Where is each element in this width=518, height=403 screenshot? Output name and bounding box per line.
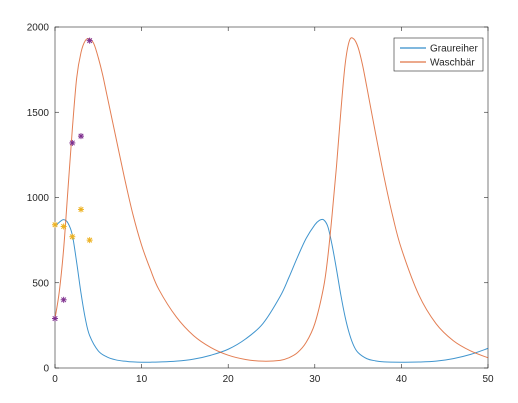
- x-tick-label: 50: [482, 374, 494, 385]
- data-point-star: [86, 37, 93, 44]
- data-point-star: [52, 315, 58, 322]
- data-point-star: [86, 237, 93, 244]
- data-point-star: [69, 233, 76, 240]
- legend-label-graureiher: Graureiher: [430, 44, 478, 55]
- x-tick-label: 0: [52, 374, 58, 385]
- y-tick-label: 0: [43, 364, 49, 375]
- data-point-star: [69, 139, 76, 146]
- data-point-star: [60, 223, 67, 230]
- legend: Graureiher Waschbär: [393, 37, 484, 72]
- data-point-star: [60, 296, 67, 303]
- x-tick-label: 10: [136, 374, 148, 385]
- x-tick-label: 30: [309, 374, 321, 385]
- y-tick-label: 500: [32, 278, 49, 289]
- legend-label-waschbaer: Waschbär: [430, 58, 475, 69]
- axes-box: [54, 26, 489, 369]
- y-tick-label: 2000: [27, 23, 50, 34]
- y-tick-label: 1500: [27, 108, 50, 119]
- legend-box: [393, 37, 484, 72]
- series-line-graureiher: [54, 218, 489, 363]
- x-axis-ticks: 0 10 20 30 40 50: [52, 27, 494, 385]
- y-tick-label: 1000: [27, 193, 50, 204]
- y-axis-ticks: 0 500 1000 1500 2000: [27, 23, 488, 375]
- data-point-star: [77, 133, 84, 140]
- x-tick-label: 20: [223, 374, 235, 385]
- series-markers: [52, 37, 93, 322]
- x-tick-label: 40: [396, 374, 408, 385]
- data-point-star: [77, 206, 84, 213]
- data-point-star: [52, 221, 58, 228]
